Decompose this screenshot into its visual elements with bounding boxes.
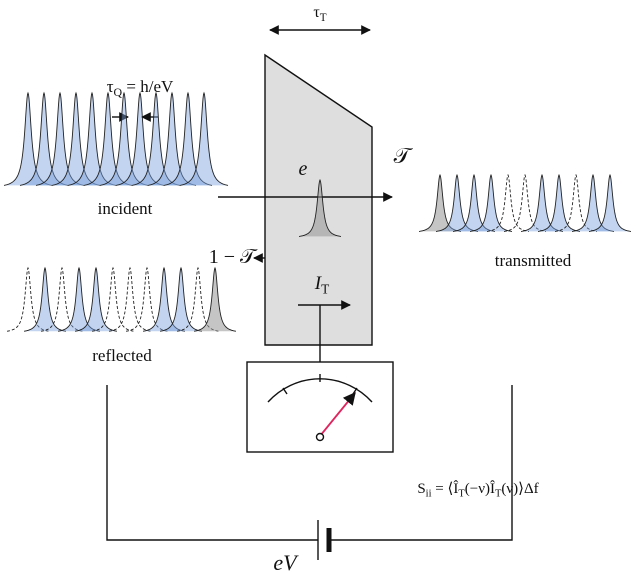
label-text: τ (313, 4, 320, 21)
pulse (109, 266, 151, 332)
subscript: T (321, 282, 329, 297)
label-text: τ (107, 77, 114, 96)
label-text: = ⟨Î (432, 480, 459, 497)
pulse (419, 173, 461, 232)
label: incident (98, 199, 153, 218)
needle (319, 392, 356, 437)
label: reflected (92, 346, 152, 365)
label-text: S (417, 481, 425, 497)
label: IT (314, 273, 329, 296)
pulse (453, 173, 495, 232)
subscript: ii (426, 489, 432, 500)
label-text: 𝒯 (394, 143, 414, 168)
label-text: 1 − 𝒯 (209, 246, 258, 268)
label-text: (−ν)Î (465, 480, 495, 497)
label: 1 − 𝒯 (209, 246, 258, 268)
pulse (487, 173, 529, 232)
pulse (179, 91, 229, 186)
pulse (572, 173, 614, 232)
pulse (24, 266, 66, 332)
pulse (299, 178, 341, 237)
pulse (92, 266, 134, 332)
wire (106, 385, 318, 541)
pulse (41, 266, 83, 332)
pulse (126, 266, 168, 332)
subscript: T (495, 489, 502, 500)
label-text: (ν)⟩Δf (501, 481, 538, 497)
pulse (538, 173, 580, 232)
pulse (194, 266, 236, 332)
label-text: I (314, 273, 323, 294)
label: τT (313, 4, 326, 24)
label: 𝒯 (394, 143, 414, 168)
pulse (7, 266, 49, 332)
label: τQ = h/eV (107, 77, 174, 99)
subscript: T (320, 11, 327, 23)
label-text: e (299, 158, 308, 180)
pulse (160, 266, 202, 332)
pulse (521, 173, 563, 232)
wire (330, 385, 513, 541)
pulse (504, 173, 546, 232)
subscript: Q (114, 85, 123, 99)
pulse (555, 173, 597, 232)
needle-pivot (315, 432, 325, 442)
label: Sii = ⟨ÎT(−ν)ÎT(ν)⟩Δf (417, 480, 538, 499)
label-text: incident (98, 199, 153, 218)
label-text: reflected (92, 346, 152, 365)
label: eV (273, 550, 299, 575)
pulse (163, 91, 213, 186)
label: transmitted (495, 251, 572, 270)
pulses (3, 91, 631, 332)
pulse (470, 173, 512, 232)
pulse (589, 173, 631, 232)
pulse (436, 173, 478, 232)
meter-tick (282, 387, 288, 395)
subscript: T (458, 489, 465, 500)
label-text: transmitted (495, 251, 572, 270)
pulse (75, 266, 117, 332)
pulse (58, 266, 100, 332)
pulse (143, 266, 185, 332)
label-text: eV (273, 550, 299, 575)
label: e (299, 158, 308, 180)
label-text: = h/eV (122, 77, 174, 96)
